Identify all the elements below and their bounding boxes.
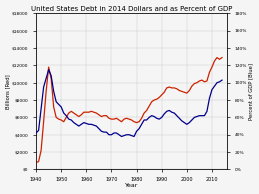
- Y-axis label: Billions [Red]: Billions [Red]: [5, 74, 11, 109]
- Title: United States Debt in 2014 Dollars and as Percent of GDP: United States Debt in 2014 Dollars and a…: [31, 6, 232, 12]
- Y-axis label: Percent of GDP [Blue]: Percent of GDP [Blue]: [248, 63, 254, 120]
- X-axis label: Year: Year: [125, 184, 138, 188]
